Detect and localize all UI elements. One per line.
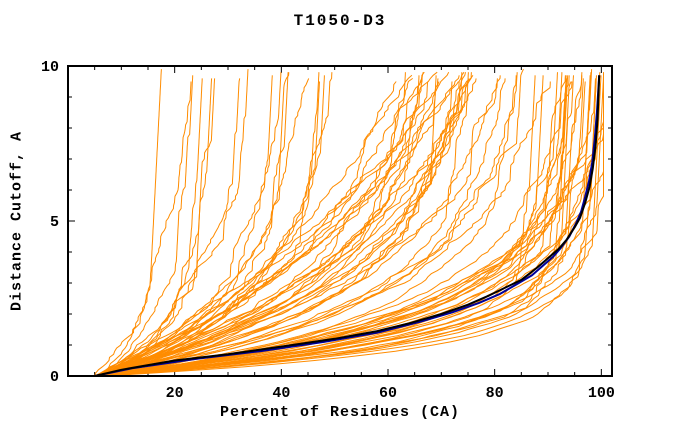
prediction-curve: [104, 78, 203, 377]
prediction-curve: [94, 78, 498, 377]
prediction-curve: [94, 75, 602, 377]
prediction-curve: [105, 75, 517, 377]
prediction-curve: [105, 71, 438, 377]
prediction-curve: [105, 68, 524, 377]
prediction-curve: [94, 75, 501, 377]
prediction-curve: [105, 69, 593, 377]
prediction-curve: [110, 78, 506, 377]
prediction-curve: [94, 81, 320, 377]
prediction-curve: [94, 78, 439, 377]
model-curve-black: [94, 75, 601, 377]
prediction-curve: [94, 75, 604, 377]
prediction-curve: [99, 78, 310, 377]
y-tick-label: 5: [50, 214, 59, 231]
prediction-curve: [99, 72, 558, 377]
prediction-curve: [99, 69, 162, 377]
prediction-curve: [94, 72, 290, 377]
prediction-curve: [110, 75, 474, 377]
prediction-curve: [94, 81, 573, 377]
x-tick-label: 100: [588, 385, 615, 402]
prediction-curve: [94, 78, 469, 377]
prediction-curve: [99, 72, 472, 377]
y-tick-label: 0: [50, 369, 59, 386]
model-curve-blue: [94, 75, 601, 377]
x-tick-label: 20: [166, 385, 184, 402]
prediction-curve: [99, 72, 518, 377]
y-tick-label: 10: [41, 59, 59, 76]
prediction-curve: [94, 72, 424, 377]
prediction-curve: [99, 75, 583, 377]
plot-frame: [67, 65, 613, 377]
x-tick-label: 60: [379, 385, 397, 402]
x-tick-label: 80: [486, 385, 504, 402]
prediction-curve: [105, 78, 216, 377]
prediction-curve: [94, 81, 192, 377]
prediction-curve: [99, 75, 591, 377]
chart-title: T1050-D3: [293, 12, 387, 30]
prediction-curve: [94, 81, 572, 377]
prediction-curve: [99, 75, 570, 377]
prediction-curve: [94, 81, 453, 377]
prediction-curve: [105, 75, 604, 377]
x-tick-label: 40: [272, 385, 290, 402]
prediction-curve: [99, 78, 213, 377]
prediction-curve: [99, 72, 463, 377]
prediction-curve: [110, 81, 586, 377]
prediction-curve: [99, 81, 429, 377]
prediction-curve: [99, 75, 566, 377]
prediction-curve: [99, 75, 194, 377]
prediction-curve: [105, 75, 423, 377]
prediction-curve: [99, 78, 241, 377]
prediction-curve: [94, 69, 249, 377]
prediction-curve: [105, 72, 466, 377]
prediction-curve: [105, 81, 459, 377]
prediction-curve: [99, 81, 397, 377]
prediction-curve: [94, 72, 604, 377]
prediction-curve: [99, 81, 551, 377]
prediction-curve: [110, 72, 333, 377]
x-axis-label: Percent of Residues (CA): [219, 404, 461, 421]
